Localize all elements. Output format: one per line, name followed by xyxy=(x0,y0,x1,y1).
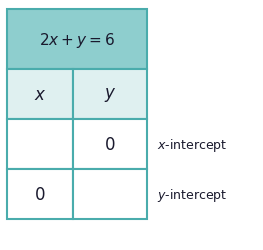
Bar xyxy=(7,120,73,169)
Text: $2x + y = 6$: $2x + y = 6$ xyxy=(39,30,115,49)
Bar xyxy=(7,169,73,219)
Text: $x$-intercept: $x$-intercept xyxy=(157,136,227,153)
Text: $y$-intercept: $y$-intercept xyxy=(157,186,227,203)
Bar xyxy=(73,70,147,119)
Text: 0: 0 xyxy=(35,185,45,203)
Bar xyxy=(73,120,147,169)
Text: $x$: $x$ xyxy=(34,86,46,103)
Text: $y$: $y$ xyxy=(104,86,116,103)
Bar xyxy=(7,70,73,119)
Bar xyxy=(73,169,147,219)
Text: 0: 0 xyxy=(105,136,115,154)
Bar xyxy=(7,10,147,70)
